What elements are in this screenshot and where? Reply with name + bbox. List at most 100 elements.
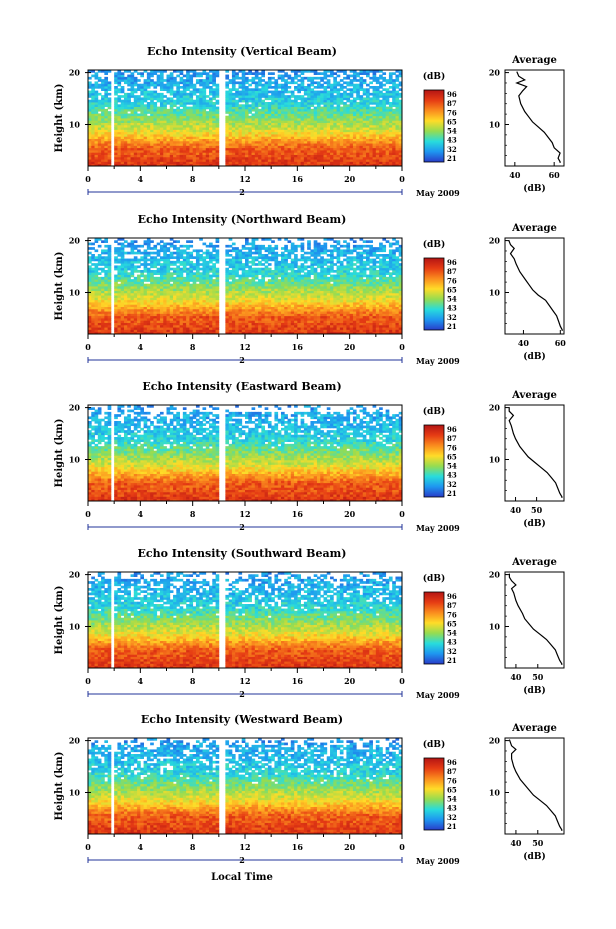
heatmap-cell: [169, 113, 174, 117]
heatmap-cell: [235, 122, 239, 126]
heatmap-cell: [375, 97, 380, 101]
heatmap-cell: [156, 108, 161, 112]
heatmap-cell: [366, 140, 370, 144]
heatmap-cell: [189, 145, 194, 149]
heatmap-cell: [300, 302, 305, 305]
heatmap-cell: [333, 131, 337, 135]
heatmap-cell: [123, 163, 128, 167]
heatmap-cell: [150, 145, 154, 149]
heatmap-cell: [202, 97, 207, 101]
heatmap-cell: [248, 138, 252, 142]
heatmap-cell: [392, 320, 396, 323]
heatmap-cell: [339, 129, 344, 133]
heatmap-cell: [362, 81, 367, 85]
heatmap-cell: [359, 136, 364, 139]
heatmap-cell: [159, 120, 164, 123]
heatmap-cell: [274, 134, 279, 137]
heatmap-cell: [287, 86, 292, 89]
heatmap-cell: [140, 92, 144, 96]
heatmap-cell: [94, 102, 99, 105]
heatmap-cell: [192, 113, 197, 117]
heatmap-cell: [238, 150, 243, 153]
heatmap-cell: [146, 72, 151, 75]
heatmap-cell: [159, 76, 164, 80]
heatmap-cell: [173, 131, 177, 135]
heatmap-cell: [274, 304, 279, 307]
heatmap-cell: [300, 124, 305, 128]
heatmap-cell: [215, 145, 220, 149]
heatmap-cell: [150, 70, 154, 73]
heatmap-cell: [258, 99, 262, 103]
heatmap-cell: [330, 92, 334, 96]
heatmap-cell: [127, 79, 131, 82]
heatmap-cell: [251, 124, 256, 128]
heatmap-cell: [209, 156, 213, 160]
heatmap-cell: [254, 83, 259, 87]
heatmap-cell: [277, 127, 282, 130]
heatmap-cell: [189, 86, 194, 89]
heatmap-cell: [241, 304, 246, 307]
heatmap-cell: [166, 324, 171, 328]
heatmap-cell: [195, 138, 200, 142]
heatmap-cell: [159, 331, 164, 335]
heatmap-cell: [150, 156, 154, 160]
heatmap-cell: [274, 145, 279, 149]
heatmap-cell: [323, 302, 328, 305]
heatmap-cell: [228, 102, 233, 105]
heatmap-cell: [215, 111, 220, 114]
heatmap-cell: [333, 313, 337, 317]
heatmap-cell: [133, 81, 138, 85]
heatmap-cell: [366, 74, 370, 78]
heatmap-cell: [303, 99, 308, 103]
heatmap-cell: [258, 161, 262, 165]
heatmap-cell: [356, 115, 360, 119]
heatmap-cell: [372, 72, 377, 75]
heatmap-cell: [382, 304, 387, 307]
heatmap-cell: [359, 324, 364, 328]
heatmap-cell: [251, 324, 256, 328]
heatmap-cell: [307, 308, 311, 312]
heatmap-cell: [133, 108, 138, 112]
heatmap-cell: [359, 147, 364, 151]
heatmap-cell: [323, 72, 328, 75]
heatmap-cell: [137, 124, 141, 128]
heatmap-cell: [163, 102, 167, 105]
heatmap-cell: [195, 150, 200, 153]
heatmap-cell: [271, 134, 275, 137]
heatmap-cell: [192, 102, 197, 105]
heatmap-cell: [205, 150, 210, 153]
heatmap-cell: [297, 318, 301, 321]
heatmap-cell: [346, 131, 351, 135]
heatmap-cell: [199, 118, 203, 121]
heatmap-cell: [369, 113, 373, 117]
heatmap-cell: [271, 81, 275, 85]
heatmap-cell: [369, 134, 373, 137]
heatmap-cell: [123, 134, 128, 137]
heatmap-cell: [159, 302, 164, 305]
heatmap-cell: [395, 108, 400, 112]
heatmap-cell: [169, 88, 174, 91]
heatmap-cell: [215, 127, 220, 130]
heatmap-cell: [385, 302, 390, 305]
heatmap-cell: [88, 115, 92, 119]
heatmap-cell: [339, 329, 344, 333]
heatmap-cell: [326, 102, 331, 105]
heatmap-cell: [366, 113, 370, 117]
heatmap-cell: [395, 134, 400, 137]
heatmap-cell: [117, 320, 122, 323]
heatmap-cell: [323, 118, 328, 121]
heatmap-cell: [150, 113, 154, 117]
heatmap-cell: [316, 313, 321, 317]
heatmap-cell: [366, 163, 370, 167]
heatmap-cell: [182, 131, 187, 135]
heatmap-cell: [120, 74, 125, 78]
heatmap-cell: [372, 161, 377, 165]
heatmap-cell: [169, 122, 174, 126]
heatmap-cell: [300, 95, 305, 98]
heatmap-cell: [300, 99, 305, 103]
heatmap-cell: [104, 122, 109, 126]
heatmap-cell: [189, 97, 194, 101]
heatmap-cell: [258, 124, 262, 128]
heatmap-cell: [280, 131, 285, 135]
heatmap-cell: [310, 324, 315, 328]
